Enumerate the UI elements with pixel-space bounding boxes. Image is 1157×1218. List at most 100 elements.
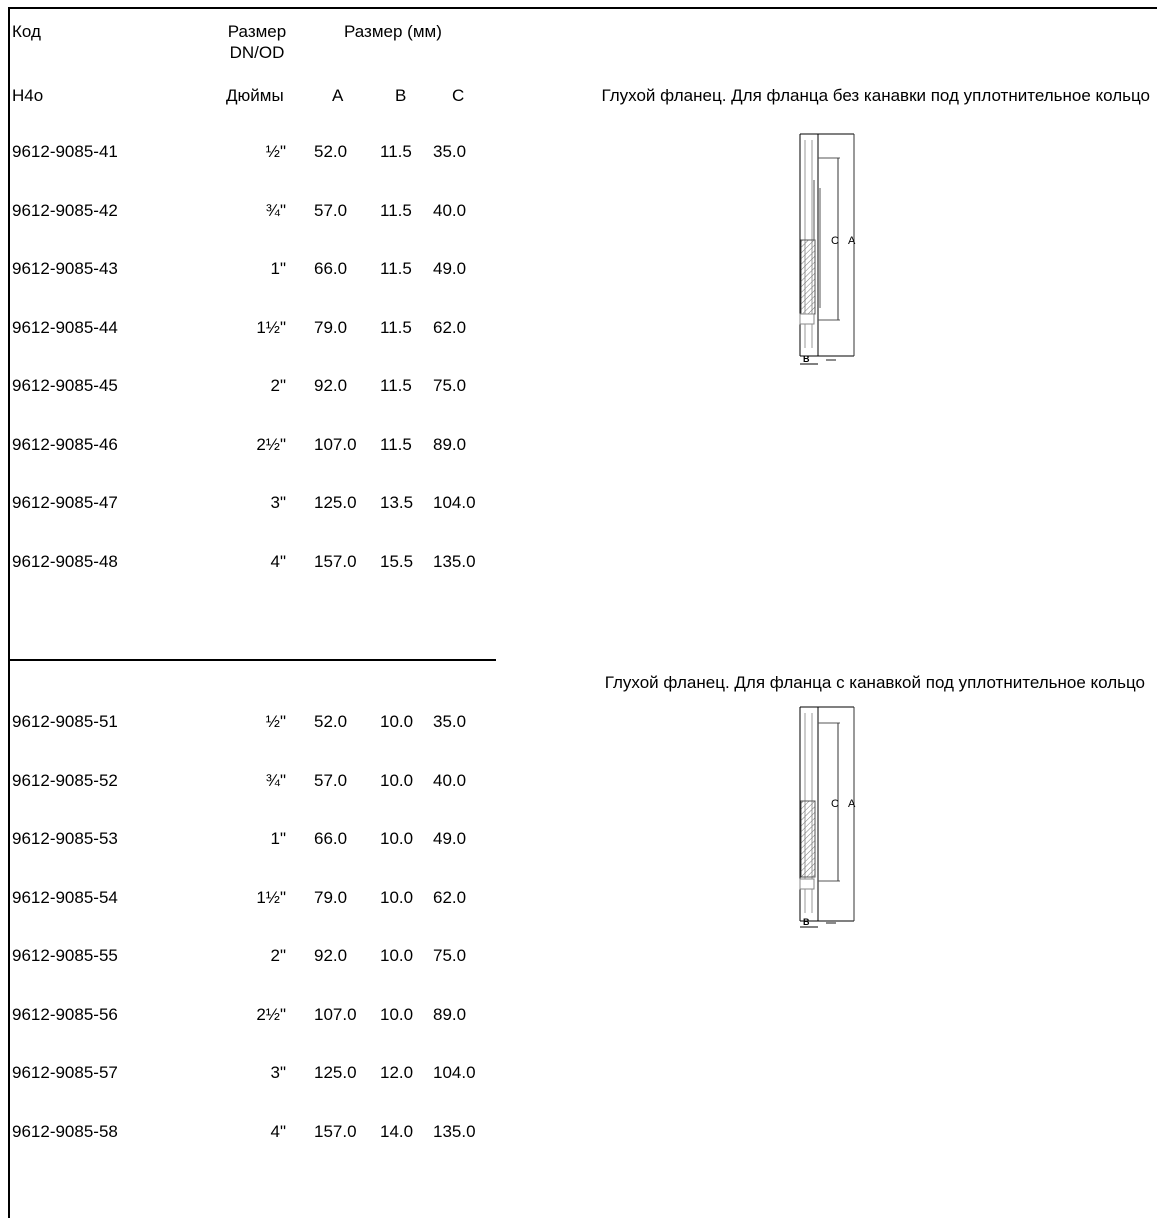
row-size-a: 125.0	[314, 1063, 357, 1082]
header-h4o: H4o	[12, 86, 44, 105]
row-code: 9612-9085-58	[12, 1121, 118, 1141]
row-size-a: 107.0	[314, 434, 357, 454]
row-size-b: 11.5	[380, 200, 412, 220]
row-size-a: 52.0	[314, 712, 348, 731]
row-size-b: 10.0	[380, 887, 414, 907]
row-size-a: 66.0	[314, 259, 348, 278]
row-code: 9612-9085-45	[12, 376, 118, 395]
blind-flange-drawing-2: C A B	[799, 706, 856, 928]
row-size-b: 10.0	[380, 829, 414, 848]
row-code: 9612-9085-51	[12, 712, 118, 731]
header-inches: Дюймы	[226, 86, 284, 105]
row-inches: 1"	[270, 259, 287, 278]
row-inches: 1½"	[256, 887, 286, 907]
row-size-a: 79.0	[314, 317, 348, 337]
row-size-a: 57.0	[314, 770, 348, 790]
header-code: Код	[12, 22, 41, 41]
row-size-c: 35.0	[433, 142, 467, 161]
row-size-b: 13.5	[380, 493, 414, 512]
row-code: 9612-9085-55	[12, 946, 118, 965]
header-size-dn-od: Размер DN/OD	[227, 22, 287, 62]
row-inches: 1"	[270, 829, 287, 848]
section1-description: Глухой фланец. Для фланца без канавки по…	[601, 86, 1150, 105]
row-size-c: 89.0	[433, 434, 467, 454]
row-size-c: 89.0	[433, 1004, 467, 1024]
row-size-c: 75.0	[433, 946, 467, 965]
row-size-c: 62.0	[433, 887, 467, 907]
row-code: 9612-9085-48	[12, 551, 118, 571]
drawing2-label-a: A	[848, 798, 856, 810]
table-left-border	[8, 7, 10, 1218]
row-size-a: 157.0	[314, 1121, 357, 1141]
row-size-c: 49.0	[433, 829, 467, 848]
row-inches: 4"	[270, 1121, 287, 1141]
header-col-a: A	[332, 86, 344, 105]
row-inches: ¾"	[265, 200, 286, 220]
row-inches: 3"	[270, 1063, 287, 1082]
row-inches: ½"	[265, 142, 286, 161]
row-inches: 1½"	[256, 317, 286, 337]
header-col-b: B	[395, 86, 407, 105]
row-size-b: 11.5	[380, 434, 412, 454]
row-size-a: 52.0	[314, 142, 348, 161]
row-size-b: 14.0	[380, 1121, 414, 1141]
row-code: 9612-9085-56	[12, 1004, 118, 1024]
row-inches: ¾"	[265, 770, 286, 790]
row-size-a: 66.0	[314, 829, 348, 848]
row-code: 9612-9085-57	[12, 1063, 118, 1082]
drawing2-label-b: B	[803, 917, 810, 927]
row-code: 9612-9085-54	[12, 887, 118, 907]
row-size-c: 75.0	[433, 376, 467, 395]
table-top-border	[8, 7, 1157, 9]
drawing1-label-a: A	[848, 235, 856, 247]
row-size-a: 92.0	[314, 946, 348, 965]
row-size-b: 11.5	[380, 259, 412, 278]
row-inches: 2½"	[256, 434, 286, 454]
row-size-c: 62.0	[433, 317, 467, 337]
row-code: 9612-9085-53	[12, 829, 118, 848]
drawing2-label-c: C	[831, 798, 839, 810]
row-size-b: 11.5	[380, 317, 412, 337]
row-inches: 4"	[270, 551, 287, 571]
row-inches: 2"	[270, 376, 287, 395]
row-size-b: 10.0	[380, 770, 414, 790]
row-size-a: 125.0	[314, 493, 357, 512]
row-inches: 2½"	[256, 1004, 286, 1024]
blind-flange-drawing-1: C A B	[799, 133, 856, 365]
row-size-a: 157.0	[314, 551, 357, 571]
row-code: 9612-9085-44	[12, 317, 118, 337]
row-size-a: 107.0	[314, 1004, 357, 1024]
row-size-a: 57.0	[314, 200, 348, 220]
row-size-c: 104.0	[433, 493, 476, 512]
row-size-c: 135.0	[433, 1121, 476, 1141]
row-inches: 3"	[270, 493, 287, 512]
row-size-b: 15.5	[380, 551, 414, 571]
row-size-b: 10.0	[380, 712, 414, 731]
row-inches: 2"	[270, 946, 287, 965]
header-col-c: C	[452, 86, 465, 105]
row-size-b: 12.0	[380, 1063, 414, 1082]
row-size-c: 40.0	[433, 200, 467, 220]
row-size-a: 92.0	[314, 376, 348, 395]
section2-description: Глухой фланец. Для фланца с канавкой под…	[604, 673, 1145, 692]
row-size-c: 104.0	[433, 1063, 476, 1082]
row-code: 9612-9085-43	[12, 259, 118, 278]
section-separator	[10, 659, 496, 661]
row-code: 9612-9085-52	[12, 770, 118, 790]
row-size-c: 40.0	[433, 770, 467, 790]
row-size-b: 11.5	[380, 142, 412, 161]
row-size-b: 10.0	[380, 946, 414, 965]
drawing1-label-c: C	[831, 235, 839, 247]
row-size-a: 79.0	[314, 887, 348, 907]
row-size-c: 135.0	[433, 551, 476, 571]
row-code: 9612-9085-41	[12, 142, 118, 161]
row-size-b: 10.0	[380, 1004, 414, 1024]
row-size-c: 49.0	[433, 259, 467, 278]
row-code: 9612-9085-47	[12, 493, 118, 512]
row-code: 9612-9085-46	[12, 434, 118, 454]
drawing1-label-b: B	[803, 354, 810, 364]
row-size-c: 35.0	[433, 712, 467, 731]
row-size-b: 11.5	[380, 376, 412, 395]
row-inches: ½"	[265, 712, 286, 731]
row-code: 9612-9085-42	[12, 200, 118, 220]
